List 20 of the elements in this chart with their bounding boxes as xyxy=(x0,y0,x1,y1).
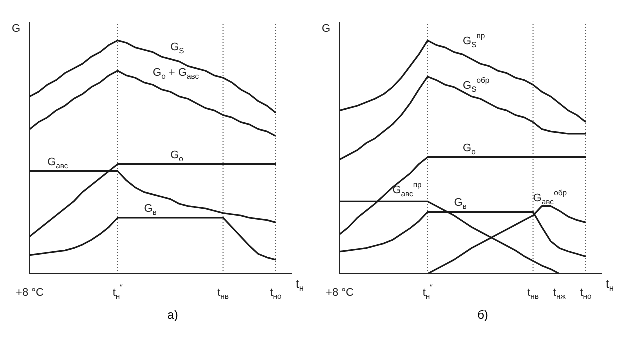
series-label: G$_{авс}$ xyxy=(48,156,68,170)
x-axis-title: t$_{н}$ xyxy=(296,277,304,293)
text: б) xyxy=(476,308,490,322)
x-tick-label: t$_{нж}$ xyxy=(553,287,567,301)
series-label: G$_{в}$ xyxy=(454,197,467,212)
x-tick-label: t$_{но}$ xyxy=(580,287,592,301)
series-label: G$_{о}$ xyxy=(170,149,184,164)
text: а) xyxy=(166,308,180,322)
x-tick-label: t$_{нв}$ xyxy=(218,287,229,301)
x-tick-label: t$_{но}$ xyxy=(270,287,282,301)
series-label: G$_{о}$ + G$_{авс}$ xyxy=(153,67,200,81)
series-label: G$_{о}$ xyxy=(463,142,476,156)
y-axis-title: G xyxy=(12,23,21,35)
series-label: G$_{S}$ xyxy=(170,41,184,56)
x-axis-title: t$_{н}$ xyxy=(606,277,614,293)
x-tick-label: +8 °C xyxy=(326,287,354,299)
x-tick-label: t$_{нв}$ xyxy=(528,287,539,301)
x-tick-label: +8 °C xyxy=(16,287,44,299)
y-axis-title: G xyxy=(322,23,331,35)
series-label: G$_{в}$ xyxy=(144,203,157,217)
